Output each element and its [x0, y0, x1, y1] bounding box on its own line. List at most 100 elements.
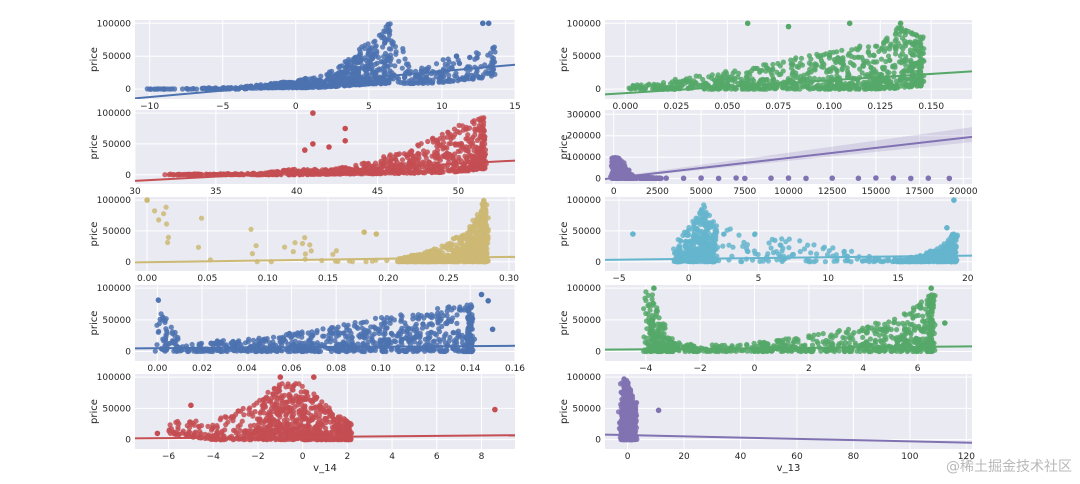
scatter-point	[887, 43, 893, 49]
scatter-point	[474, 221, 480, 227]
scatter-point	[473, 70, 479, 77]
scatter-point	[483, 69, 489, 75]
scatter-point	[194, 171, 200, 177]
x-tick-label: 0.10	[258, 274, 278, 284]
x-tick-label: 0.125	[867, 102, 893, 112]
y-tick-label: 50000	[102, 227, 131, 237]
scatter-point	[480, 259, 486, 265]
scatter-point	[465, 167, 471, 173]
scatter-point	[813, 63, 819, 69]
scatter-point	[198, 215, 205, 221]
scatter-point	[785, 175, 792, 181]
scatter-point	[330, 251, 336, 257]
scatter-point	[761, 62, 767, 68]
scatter-point	[642, 86, 648, 92]
scatter-point	[408, 148, 415, 154]
y-tick-label: 50000	[572, 52, 601, 62]
scatter-point	[471, 121, 477, 127]
x-tick-label: 0.05	[197, 274, 217, 284]
scatter-point	[909, 67, 915, 73]
scatter-point	[384, 63, 390, 69]
x-tick-label: 0.075	[765, 102, 791, 112]
scatter-point	[396, 258, 402, 264]
scatter-point	[352, 170, 358, 176]
scatter-point	[400, 49, 406, 55]
scatter-point	[870, 52, 877, 58]
scatter-point	[912, 48, 918, 54]
scatter-point	[302, 251, 308, 257]
scatter-point	[424, 66, 431, 73]
scatter-point	[490, 67, 496, 73]
scatter-point	[794, 75, 800, 81]
regression-line	[135, 255, 515, 264]
y-axis-label: price	[559, 222, 570, 247]
scatter-point	[445, 129, 451, 136]
scatter-point	[429, 167, 435, 173]
y-tick-label: 50000	[572, 227, 601, 237]
scatter-point	[380, 79, 386, 85]
scatter-point	[663, 175, 669, 181]
scatter-point	[387, 161, 393, 167]
scatter-point	[439, 166, 445, 172]
scatter-point	[916, 52, 922, 59]
scatter-point	[429, 153, 435, 159]
subplot-4: 0 2500 5000 7500 10000 12500 15000 17500 2000001…	[559, 110, 978, 197]
scatter-point	[822, 259, 829, 265]
scatter-point	[476, 150, 483, 156]
scatter-point	[773, 86, 779, 92]
scatter-point	[362, 55, 368, 61]
scatter-point	[459, 123, 466, 129]
scatter-point	[386, 29, 392, 35]
scatter-point	[859, 70, 865, 76]
x-tick-label: 5	[756, 274, 762, 284]
scatter-point	[307, 242, 313, 248]
scatter-point	[749, 85, 755, 91]
scatter-point	[840, 61, 846, 67]
scatter-point	[615, 161, 621, 167]
scatter-point	[884, 69, 890, 75]
scatter-point	[873, 175, 879, 181]
scatter-point	[857, 66, 863, 72]
scatter-point	[445, 252, 451, 258]
scatter-point	[785, 23, 792, 30]
scatter-point	[392, 63, 398, 69]
scatter-point	[386, 46, 392, 52]
scatter-point	[904, 57, 910, 64]
scatter-point	[454, 74, 460, 80]
x-tick-label: 0.25	[439, 274, 459, 284]
scatter-point	[742, 175, 748, 182]
x-tick-label: 0	[686, 274, 692, 284]
scatter-point	[481, 136, 487, 142]
y-tick-label: 50000	[102, 52, 131, 62]
scatter-point	[195, 244, 202, 250]
scatter-point	[473, 229, 479, 235]
scatter-point	[848, 81, 854, 88]
scatter-point	[302, 147, 308, 153]
scatter-point	[165, 239, 171, 246]
scatter-point	[472, 126, 478, 132]
x-tick-label: 17500	[905, 187, 934, 197]
scatter-point	[404, 168, 410, 174]
scatter-point	[860, 63, 867, 69]
scatter-point	[342, 59, 348, 65]
scatter-point	[776, 72, 782, 78]
scatter-point	[429, 249, 436, 255]
scatter-point	[292, 240, 298, 246]
scatter-point	[806, 60, 813, 66]
scatter-point	[415, 150, 421, 157]
scatter-point	[731, 75, 737, 82]
y-axis-label: price	[559, 47, 570, 72]
scatter-point	[827, 49, 833, 56]
scatter-point	[890, 175, 897, 181]
y-axis-label: price	[559, 135, 570, 160]
scatter-point	[874, 59, 880, 65]
scatter-point	[811, 85, 817, 91]
scatter-point	[824, 69, 830, 75]
scatter-point	[172, 86, 178, 92]
scatter-point	[292, 84, 298, 90]
scatter-point	[912, 38, 918, 45]
y-tick-label: 100000	[567, 153, 602, 163]
x-tick-label: 0.000	[613, 102, 639, 112]
scatter-point	[917, 61, 923, 67]
